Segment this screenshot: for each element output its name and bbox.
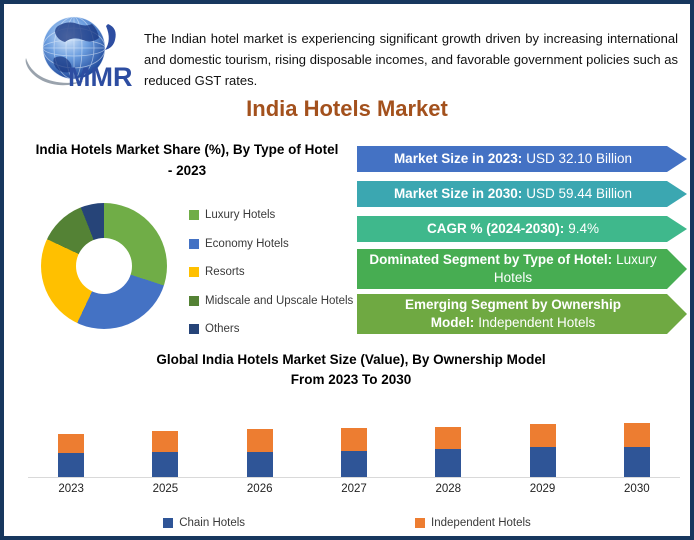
bar-slot	[495, 403, 589, 477]
donut-hole	[76, 238, 132, 294]
stacked-bar	[529, 424, 556, 477]
banner-value: USD 32.10 Billion	[526, 150, 633, 166]
legend-swatch-icon	[189, 238, 199, 249]
bar-segment-chain-hotels	[58, 453, 85, 477]
page-title: India Hotels Market	[246, 96, 448, 121]
bar-slot	[590, 403, 684, 477]
mmr-logo: MMR	[25, 16, 132, 90]
donut-legend-item: Resorts	[189, 258, 354, 287]
legend-label: Midscale and Upscale Hotels	[205, 294, 354, 307]
bar-chart	[24, 403, 684, 477]
legend-swatch-icon	[163, 518, 174, 528]
banner-text: Emerging Segment by Ownership Model: Inde…	[365, 296, 661, 332]
x-axis-tick-label: 2030	[624, 483, 650, 495]
bar-slot	[24, 403, 118, 477]
bar-segment-chain-hotels	[623, 447, 650, 477]
bar-segment-independent-hotels	[435, 427, 462, 449]
banner-label: Emerging Segment by Ownership Model:	[404, 296, 622, 330]
legend-label: Chain Hotels	[179, 517, 246, 529]
stacked-bar	[435, 427, 462, 477]
bar-slot	[307, 403, 401, 477]
donut-legend-item: Midscale and Upscale Hotels	[189, 287, 354, 316]
stacked-bar	[58, 434, 85, 477]
donut-legend: Luxury Hotels Economy Hotels Resorts Midsca…	[189, 201, 354, 344]
legend-label: Economy Hotels	[205, 237, 289, 250]
banner-label: Dominated Segment by Type of Hotel:	[369, 251, 613, 267]
bar-chart-legend: Chain Hotels Independent Hotels	[4, 514, 690, 532]
legend-label: Luxury Hotels	[205, 209, 276, 222]
stat-banner: Dominated Segment by Type of Hotel: Luxur…	[357, 249, 687, 289]
legend-swatch-icon	[189, 210, 199, 221]
x-axis-tick-label: 2025	[152, 483, 179, 495]
bar-chart-title-line2: From 2023 To 2030	[290, 372, 412, 388]
banner-text: Market Size in 2030: USD 59.44 Billion	[394, 185, 632, 203]
legend-swatch-icon	[415, 518, 426, 528]
banner-text: Dominated Segment by Type of Hotel: Luxur…	[365, 251, 661, 287]
bar-segment-chain-hotels	[340, 451, 367, 477]
donut-legend-item: Luxury Hotels	[189, 201, 354, 230]
banner-text: CAGR % (2024-2030): 9.4%	[427, 220, 599, 238]
stacked-bar	[623, 423, 650, 477]
bar-segment-chain-hotels	[529, 447, 556, 477]
bar-legend-item: Chain Hotels	[163, 514, 245, 532]
legend-swatch-icon	[189, 295, 199, 306]
stat-banner: Market Size in 2023: USD 32.10 Billion	[357, 146, 687, 172]
banner-stack: Market Size in 2023: USD 32.10 Billion Mar…	[357, 146, 687, 341]
legend-swatch-icon	[189, 267, 199, 278]
x-axis-tick-label: 2026	[246, 483, 273, 495]
banner-label: Market Size in 2023:	[393, 150, 523, 166]
logo-swoosh	[25, 58, 84, 86]
intro-paragraph: The Indian hotel market is experiencing …	[144, 31, 678, 89]
bar-slot	[213, 403, 307, 477]
stat-banner: CAGR % (2024-2030): 9.4%	[357, 216, 687, 242]
bar-segment-independent-hotels	[623, 423, 650, 447]
bar-slot	[401, 403, 495, 477]
stat-banner: Emerging Segment by Ownership Model: Inde…	[357, 294, 687, 334]
logo-text: MMR	[68, 62, 132, 90]
x-axis-labels: 2023 2025 2026 2027 2028 2029 2030	[24, 483, 684, 495]
banner-value: Luxury Hotels	[493, 251, 657, 285]
x-axis-line	[28, 477, 680, 478]
bar-chart-title-line1: Global India Hotels Market Size (Value),…	[156, 352, 546, 367]
legend-label: Independent Hotels	[431, 517, 531, 529]
banner-value: USD 59.44 Billion	[526, 185, 633, 201]
stacked-bar	[152, 431, 179, 477]
banner-label: CAGR % (2024-2030):	[426, 220, 565, 236]
x-axis-tick-label: 2027	[341, 483, 367, 495]
banner-text: Market Size in 2023: USD 32.10 Billion	[394, 150, 632, 168]
bar-segment-independent-hotels	[152, 431, 179, 452]
donut-legend-item: Others	[189, 315, 354, 344]
banner-value: 9.4%	[568, 220, 600, 236]
donut-chart	[41, 203, 167, 329]
banner-label: Market Size in 2030:	[393, 185, 523, 201]
stacked-bar	[340, 428, 367, 477]
legend-label: Others	[205, 323, 240, 336]
banner-value: Independent Hotels	[478, 315, 596, 330]
bar-segment-independent-hotels	[58, 434, 85, 453]
bar-segment-independent-hotels	[529, 424, 556, 447]
x-axis-tick-label: 2023	[58, 483, 84, 495]
bar-segment-chain-hotels	[246, 452, 273, 477]
bar-legend-item: Independent Hotels	[415, 514, 531, 532]
donut-legend-item: Economy Hotels	[189, 230, 354, 259]
bar-segment-chain-hotels	[435, 449, 462, 477]
x-axis-tick-label: 2029	[529, 483, 556, 495]
donut-chart-title: India Hotels Market Share (%), By Type o…	[35, 142, 339, 178]
stacked-bar	[246, 429, 273, 477]
stat-banner: Market Size in 2030: USD 59.44 Billion	[357, 181, 687, 207]
logo-comma	[105, 24, 116, 50]
legend-label: Resorts	[205, 266, 245, 279]
bar-segment-independent-hotels	[340, 428, 367, 451]
legend-swatch-icon	[189, 324, 199, 335]
x-axis-tick-label: 2028	[435, 483, 462, 495]
bar-segment-chain-hotels	[152, 452, 179, 477]
bar-slot	[118, 403, 212, 477]
bar-chart-title: Global India Hotels Market Size (Value),…	[51, 350, 651, 391]
bar-segment-independent-hotels	[246, 429, 273, 452]
